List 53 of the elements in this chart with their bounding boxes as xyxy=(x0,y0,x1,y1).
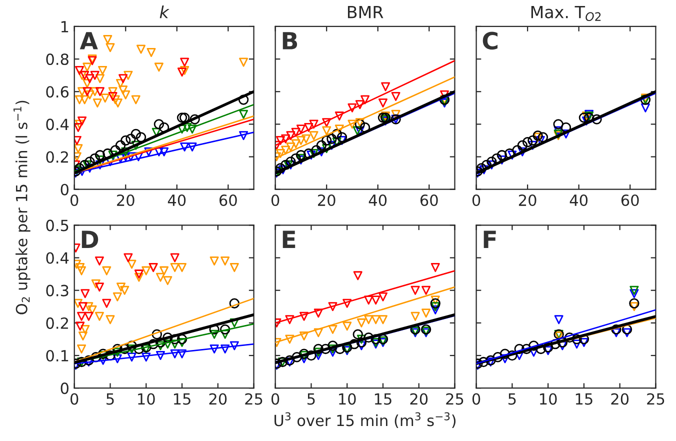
annotation: C xyxy=(482,32,498,50)
x-tick-label: 20 xyxy=(117,194,134,206)
x-tick-label: 40 xyxy=(570,194,588,206)
x-tick-label: 20 xyxy=(410,393,428,405)
y-tick-label: 0.8 xyxy=(46,54,68,66)
x-tick-label: 25 xyxy=(647,393,664,405)
x-tick-label: 15 xyxy=(374,393,392,405)
annotation: A xyxy=(80,32,98,50)
y-tick-label: 1 xyxy=(61,21,68,32)
x-tick-label: 15 xyxy=(174,393,190,405)
x-tick-label: 5 xyxy=(106,393,114,405)
x-tick-label: 20 xyxy=(518,194,536,206)
x-tick-label: 25 xyxy=(245,393,262,405)
x-tick-label: 40 xyxy=(168,194,186,206)
chart-title: BMR xyxy=(348,6,384,18)
y-tick-label: 0.2 xyxy=(46,151,68,163)
annotation: B xyxy=(282,32,298,50)
y-tick-label: 0.1 xyxy=(46,350,68,362)
x-tick-label: 0 xyxy=(271,393,280,405)
y-tick-label: 0.5 xyxy=(46,220,68,232)
x-tick-label: 20 xyxy=(209,393,227,405)
annotation: D xyxy=(82,230,98,248)
y-tick-label: 0.4 xyxy=(46,252,69,264)
x-tick-label: 5 xyxy=(508,393,516,405)
x-tick-label: 60 xyxy=(420,194,438,206)
x-tick-label: 5 xyxy=(308,393,315,405)
annotation: E xyxy=(282,230,296,248)
annotation: F xyxy=(484,230,496,248)
y-tick-label: 0.6 xyxy=(46,86,69,98)
chart-title: k xyxy=(160,5,170,18)
x-tick-label: 10 xyxy=(138,393,155,405)
x-tick-label: 60 xyxy=(621,194,639,206)
x-tick-label: 25 xyxy=(446,393,464,405)
chart-title: Max. T$_{O2}$ xyxy=(531,6,601,22)
y-tick-label: 0 xyxy=(60,382,68,394)
x-tick-label: 40 xyxy=(368,194,387,206)
y-tick-label: 0.3 xyxy=(46,284,68,296)
y-tick-label: 0.2 xyxy=(46,317,68,329)
y-axis-title: O$_{2}$ uptake per 15 min (l s$^{−1}$) xyxy=(14,100,30,314)
x-tick-label: 20 xyxy=(611,393,629,405)
y-tick-label: 0.4 xyxy=(46,118,69,130)
x-tick-label: 0 xyxy=(70,393,78,405)
x-tick-label: 15 xyxy=(576,393,592,405)
x-tick-label: 10 xyxy=(339,393,356,405)
x-tick-label: 0 xyxy=(472,393,480,405)
x-tick-label: 20 xyxy=(318,194,336,206)
x-tick-label: 10 xyxy=(540,393,557,405)
x-axis-title: U$^{3}$ over 15 min (m$^{3}$ s$^{−3}$) xyxy=(274,412,456,428)
y-tick-label: 0 xyxy=(60,184,68,196)
x-tick-label: 60 xyxy=(220,194,237,206)
x-tick-label: 0 xyxy=(70,194,78,206)
x-tick-label: 0 xyxy=(472,194,480,206)
x-tick-label: 0 xyxy=(271,194,280,206)
